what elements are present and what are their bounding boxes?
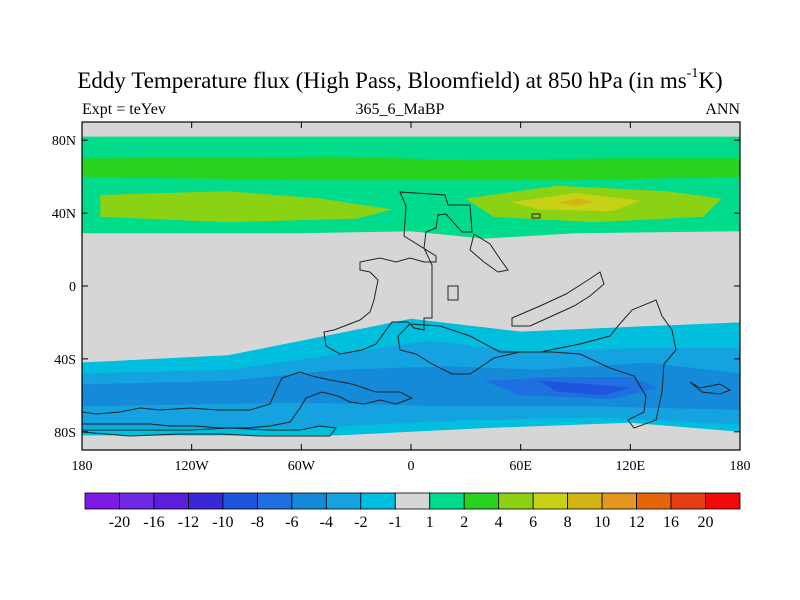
colorbar-label: 8: [564, 514, 572, 531]
colorbar-label: -10: [212, 514, 233, 531]
x-tick-label: 60E: [509, 459, 532, 474]
season-label: ANN: [705, 101, 740, 118]
colorbar-label: -20: [109, 514, 130, 531]
contour-region-8: [82, 362, 740, 410]
colorbar-swatch: [567, 492, 603, 510]
colorbar-swatch: [394, 492, 431, 510]
colorbar-swatch: [119, 492, 155, 510]
colorbar-label: 2: [460, 514, 468, 531]
colorbar-label: 10: [594, 514, 610, 531]
colorbar-swatch: [360, 492, 396, 510]
colorbar-label: -12: [178, 514, 199, 531]
coastline-antarctic: [82, 425, 337, 437]
coastline-east-pacific: [689, 381, 732, 395]
colorbar-label: -1: [389, 514, 402, 531]
colorbar-swatch: [291, 492, 327, 510]
x-axis: 180 120W 60W 0 60E 120E 180: [72, 122, 751, 474]
colorbar-swatch: [429, 492, 465, 510]
x-tick-label: 180: [730, 459, 751, 474]
colorbar-swatch: [705, 492, 741, 510]
y-tick-label: 0: [69, 280, 76, 295]
chart-title: Eddy Temperature flux (High Pass, Bloomf…: [77, 66, 723, 93]
x-tick-label: 180: [72, 459, 93, 474]
colorbar-label: -16: [143, 514, 164, 531]
coastline-africa: [323, 191, 473, 355]
colorbar-swatch: [84, 492, 120, 510]
colorbar-swatch: [601, 492, 637, 510]
colorbar-label: -6: [285, 514, 298, 531]
colorbar-label: 4: [495, 514, 503, 531]
colorbar-label: 6: [529, 514, 537, 531]
colorbar-label: 12: [629, 514, 645, 531]
colorbar-swatch: [325, 492, 362, 510]
colorbar-swatch: [636, 492, 672, 510]
chart-subtitle: 365_6_MaBP: [355, 101, 445, 118]
colorbar-label: -2: [354, 514, 367, 531]
colorbar-swatch: [153, 492, 189, 510]
x-tick-label: 0: [408, 459, 415, 474]
x-tick-label: 120E: [616, 459, 646, 474]
y-tick-label: 80N: [52, 134, 76, 149]
x-tick-label: 120W: [175, 459, 210, 474]
colorbar-swatch: [222, 492, 258, 510]
colorbar-swatch: [256, 492, 293, 510]
coastline-asia: [469, 233, 509, 273]
colorbar-label: 16: [663, 514, 679, 531]
contour-region-10: [538, 380, 631, 396]
y-axis: 80N 40N 0 40S 80S: [52, 134, 740, 441]
colorbar: -20 -16 -12 -10 -8 -6 -4 -2 -1 1 2 4 6 8 10 12 16 20: [84, 492, 741, 531]
contour-fills: [82, 136, 740, 436]
colorbar-swatch: [532, 492, 569, 510]
colorbar-swatch: [463, 492, 500, 510]
colorbar-swatch: [188, 492, 224, 510]
y-tick-label: 80S: [54, 426, 76, 441]
colorbar-label: 20: [698, 514, 714, 531]
coastline-small-island: [531, 213, 541, 219]
colorbar-swatch: [670, 492, 706, 510]
colorbar-label: -8: [251, 514, 264, 531]
y-tick-label: 40N: [52, 207, 76, 222]
contour-region-2: [100, 191, 393, 223]
experiment-label: Expt = teYev: [82, 101, 166, 118]
colorbar-label: -4: [320, 514, 333, 531]
colorbar-label: 1: [426, 514, 434, 531]
colorbar-swatch: [498, 492, 534, 510]
contour-region-5: [557, 198, 594, 206]
coastline-arabia: [447, 285, 459, 301]
y-tick-label: 40S: [54, 353, 76, 368]
coastline-india: [511, 271, 605, 327]
contour-region-0: [82, 136, 740, 239]
x-tick-label: 60W: [288, 459, 316, 474]
contour-region-1: [82, 156, 740, 181]
coastlines: [82, 191, 732, 437]
coastline-australia: [397, 299, 677, 429]
